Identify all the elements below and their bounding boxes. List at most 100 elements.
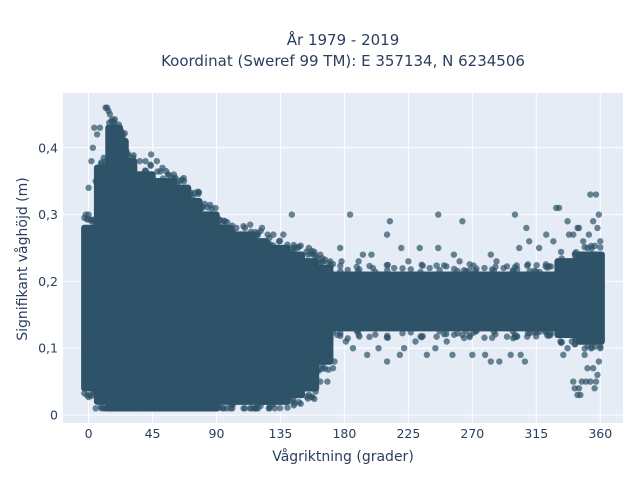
data-point	[418, 334, 425, 341]
data-point	[396, 351, 404, 359]
y-axis-ticks: 0 0,1 0,2 0,3 0,4	[38, 140, 58, 422]
marker-cluster	[227, 231, 256, 405]
data-point	[280, 231, 287, 238]
data-point	[517, 351, 524, 359]
data-point	[106, 111, 114, 118]
data-point	[449, 351, 456, 359]
x-tick-label: 315	[524, 426, 548, 441]
data-point	[327, 351, 334, 359]
data-point	[407, 266, 414, 273]
data-point	[318, 362, 326, 369]
data-point	[372, 331, 379, 338]
data-point	[263, 398, 270, 405]
data-point	[443, 338, 450, 345]
data-point	[488, 266, 496, 273]
data-point	[354, 268, 362, 275]
data-point	[368, 251, 375, 258]
data-point	[594, 224, 601, 232]
data-point	[314, 367, 321, 374]
data-point	[269, 242, 277, 249]
data-point	[86, 391, 94, 399]
marker-cluster	[575, 251, 605, 345]
data-point	[216, 398, 223, 405]
data-point	[85, 184, 92, 192]
data-point	[405, 258, 412, 265]
data-point	[547, 263, 555, 270]
data-point	[407, 329, 414, 336]
data-point	[123, 147, 130, 154]
data-point	[533, 329, 540, 336]
data-point	[577, 391, 584, 399]
data-point	[305, 244, 313, 252]
data-point	[507, 351, 514, 359]
data-point	[526, 267, 533, 275]
data-point	[555, 204, 563, 212]
data-point	[521, 358, 529, 365]
data-point	[516, 244, 523, 252]
data-point	[597, 244, 604, 251]
chart-title-line-2: Koordinat (Sweref 99 TM): E 357134, N 62…	[161, 52, 525, 70]
data-point	[284, 391, 291, 399]
data-point	[572, 255, 579, 262]
data-point	[384, 334, 392, 341]
data-point	[164, 171, 172, 178]
data-point	[191, 398, 199, 405]
data-point	[193, 198, 200, 205]
data-point	[595, 358, 603, 365]
data-point	[317, 378, 324, 385]
data-point	[176, 177, 183, 185]
data-point	[595, 331, 603, 339]
data-point	[581, 345, 588, 352]
data-point	[423, 351, 431, 359]
data-point	[435, 244, 442, 252]
data-point	[481, 264, 488, 272]
data-point	[359, 251, 367, 258]
data-point	[173, 405, 180, 412]
data-point	[383, 358, 391, 365]
data-point	[496, 358, 503, 365]
data-point	[314, 358, 321, 365]
data-point	[355, 331, 362, 339]
data-point	[83, 365, 91, 372]
data-point	[592, 378, 600, 385]
data-point	[511, 331, 519, 339]
x-tick-label: 225	[396, 426, 420, 441]
data-point	[369, 264, 377, 272]
data-point	[159, 175, 167, 182]
data-point	[91, 124, 98, 131]
x-axis-title: Vågriktning (grader)	[272, 448, 414, 465]
data-point	[113, 124, 121, 131]
data-point	[312, 388, 319, 395]
data-point	[503, 333, 511, 340]
data-point	[568, 338, 576, 345]
data-point	[466, 261, 473, 268]
data-point	[92, 405, 99, 412]
y-tick-label: 0,3	[38, 207, 58, 222]
y-tick-label: 0,1	[38, 341, 58, 356]
data-point	[450, 331, 458, 338]
data-point	[271, 405, 278, 412]
data-point	[284, 241, 291, 248]
data-point	[179, 184, 186, 192]
data-point	[123, 152, 130, 159]
data-point	[500, 264, 507, 272]
data-point	[436, 267, 443, 274]
data-point	[86, 344, 94, 352]
data-point	[575, 385, 583, 392]
data-point	[487, 358, 495, 365]
data-point	[412, 338, 419, 345]
data-point	[550, 238, 557, 245]
data-point	[258, 224, 266, 232]
data-point	[108, 117, 115, 125]
data-point	[199, 405, 207, 412]
data-point	[383, 231, 391, 238]
data-point	[435, 211, 442, 218]
data-point	[398, 244, 405, 252]
data-point	[317, 251, 324, 258]
data-point	[557, 248, 565, 256]
data-point	[572, 318, 580, 325]
data-point	[338, 258, 345, 265]
data-point	[331, 358, 338, 365]
